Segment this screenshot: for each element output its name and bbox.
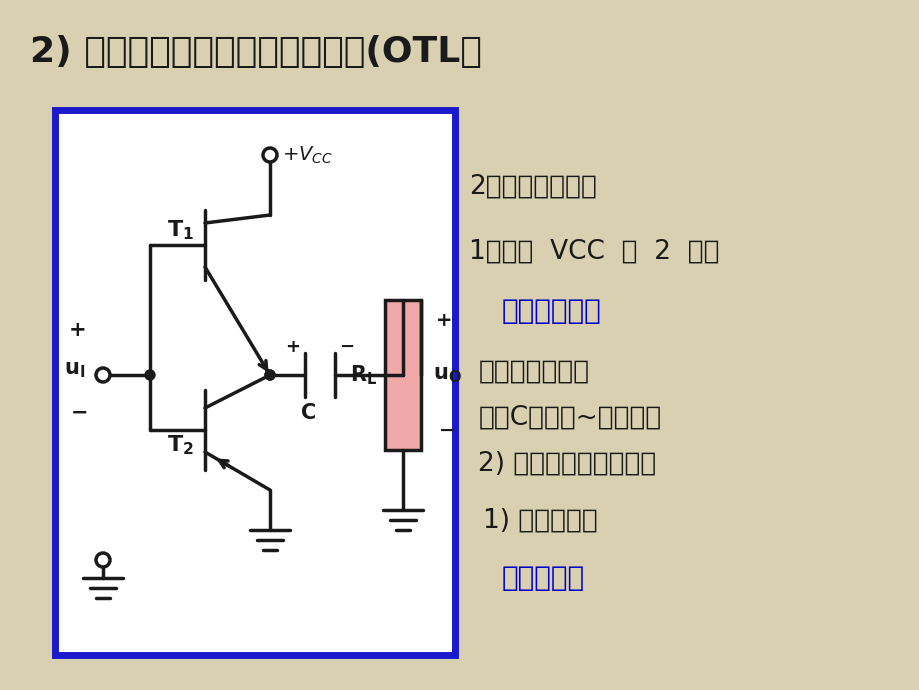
Text: −: − [339, 338, 354, 356]
Circle shape [145, 370, 154, 380]
Text: 2) 负载串接大容量隔直: 2) 负载串接大容量隔直 [478, 451, 656, 477]
Text: 电容的作用：: 电容的作用： [501, 297, 600, 324]
Text: $\mathbf{u_I}$: $\mathbf{u_I}$ [64, 360, 85, 380]
Text: +: + [69, 320, 86, 340]
Text: +: + [285, 338, 301, 356]
Text: −: − [71, 403, 88, 423]
Text: 1）充当  VCC  ／  2  电源: 1）充当 VCC ／ 2 电源 [469, 239, 719, 265]
Text: 电路特点：: 电路特点： [501, 564, 584, 592]
Text: +: + [436, 310, 452, 330]
Text: $\mathbf{u_O}$: $\mathbf{u_O}$ [433, 365, 461, 385]
Text: $+V_{CC}$: $+V_{CC}$ [282, 144, 333, 166]
Text: 1) 单电源供电: 1) 单电源供电 [482, 508, 597, 534]
Circle shape [265, 370, 275, 380]
Text: 的电解电容器）: 的电解电容器） [478, 358, 589, 384]
Text: 2）耦合交流信号: 2）耦合交流信号 [469, 173, 596, 199]
Text: −: − [438, 420, 455, 440]
Bar [384, 300, 421, 450]
Circle shape [265, 370, 275, 380]
Text: $\mathbf{T_2}$: $\mathbf{T_2}$ [167, 433, 194, 457]
Text: $\mathbf{T_1}$: $\mathbf{T_1}$ [167, 218, 194, 241]
Text: $\mathbf{C}$: $\mathbf{C}$ [300, 403, 315, 423]
FancyBboxPatch shape [55, 110, 455, 655]
Text: 2) 单电源互补对称功率放大电路(OTL）: 2) 单电源互补对称功率放大电路(OTL） [30, 35, 482, 69]
Text: $\mathbf{R_L}$: $\mathbf{R_L}$ [349, 363, 377, 387]
Text: 电容C（几百~几千微法: 电容C（几百~几千微法 [478, 404, 661, 431]
